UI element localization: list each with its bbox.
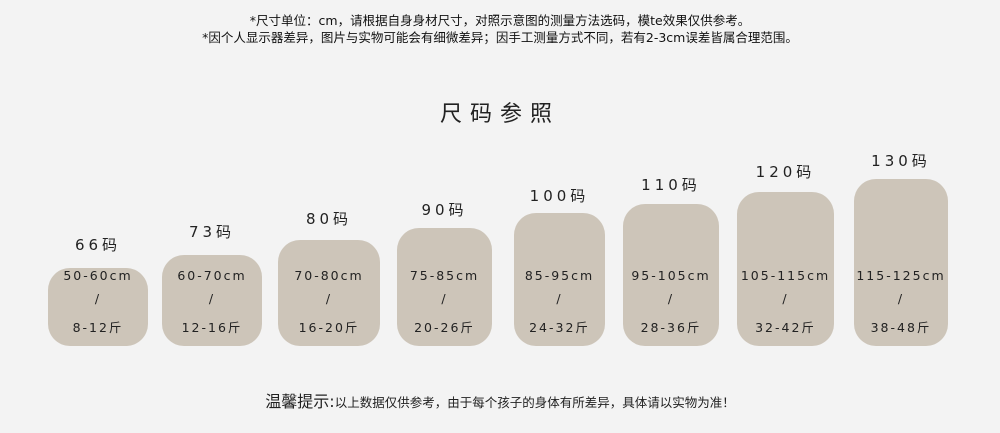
size-label: 130码 <box>871 152 931 170</box>
height-range: 115-125cm <box>856 268 946 283</box>
separator: / <box>441 291 448 306</box>
size-label: 80码 <box>305 210 353 228</box>
weight-range: 16-20斤 <box>298 320 360 335</box>
size-box <box>623 204 719 346</box>
size-box <box>397 228 492 346</box>
size-label: 90码 <box>421 201 468 219</box>
measurement-note: *因个人显示器差异，图片与实物可能会有细微差异；因手工测量方式不同，若有2-3c… <box>202 30 798 45</box>
height-range: 95-105cm <box>631 268 711 283</box>
size-box <box>854 179 948 346</box>
height-range: 70-80cm <box>294 268 364 283</box>
size-label: 66码 <box>74 236 122 254</box>
size-label: 120码 <box>755 163 816 181</box>
separator: / <box>208 291 216 306</box>
size-column: 80码 70-80cm / 16-20斤 <box>278 208 380 346</box>
size-box <box>48 268 148 346</box>
page-title: 尺码参照 <box>439 102 560 127</box>
weight-range: 24-32斤 <box>529 320 590 335</box>
size-column: 100码 85-95cm / 24-32斤 <box>514 185 605 346</box>
size-column: 110码 95-105cm / 28-36斤 <box>623 174 719 346</box>
tip: 温馨提示:以上数据仅供参考，由于每个孩子的身体有所差异，具体请以实物为准！ <box>0 388 1000 412</box>
size-box <box>278 240 380 346</box>
separator: / <box>94 291 102 306</box>
height-range: 50-60cm <box>63 268 133 283</box>
weight-range: 8-12斤 <box>72 320 124 335</box>
size-label: 73码 <box>188 223 236 241</box>
height-range: 75-85cm <box>409 268 480 283</box>
weight-range: 38-48斤 <box>870 320 932 335</box>
weight-range: 12-16斤 <box>181 320 243 335</box>
height-range: 85-95cm <box>524 268 595 283</box>
size-box <box>162 255 262 346</box>
size-column: 66码 50-60cm / 8-12斤 <box>48 234 148 346</box>
tip-heading: 温馨提示: <box>265 392 335 411</box>
size-unit-note: *尺寸单位：cm，请根据自身身材尺寸，对照示意图的测量方法选码，模te效果仅供参… <box>249 13 751 28</box>
separator: / <box>897 291 905 306</box>
weight-range: 20-26斤 <box>414 320 475 335</box>
weight-range: 32-42斤 <box>755 320 816 335</box>
height-range: 105-115cm <box>740 268 831 283</box>
weight-range: 28-36斤 <box>640 320 702 335</box>
size-column: 90码 75-85cm / 20-26斤 <box>397 199 492 346</box>
separator: / <box>667 291 675 306</box>
size-box <box>737 192 834 346</box>
size-label: 100码 <box>529 187 590 205</box>
size-label: 110码 <box>641 176 701 194</box>
size-column: 130码 115-125cm / 38-48斤 <box>854 150 948 346</box>
size-column: 73码 60-70cm / 12-16斤 <box>162 221 262 346</box>
separator: / <box>556 291 563 306</box>
separator: / <box>325 291 333 306</box>
size-column: 120码 105-115cm / 32-42斤 <box>737 161 834 346</box>
height-range: 60-70cm <box>177 268 247 283</box>
tip-body: 以上数据仅供参考，由于每个孩子的身体有所差异，具体请以实物为准！ <box>334 395 735 410</box>
size-box <box>514 213 605 346</box>
separator: / <box>782 291 789 306</box>
